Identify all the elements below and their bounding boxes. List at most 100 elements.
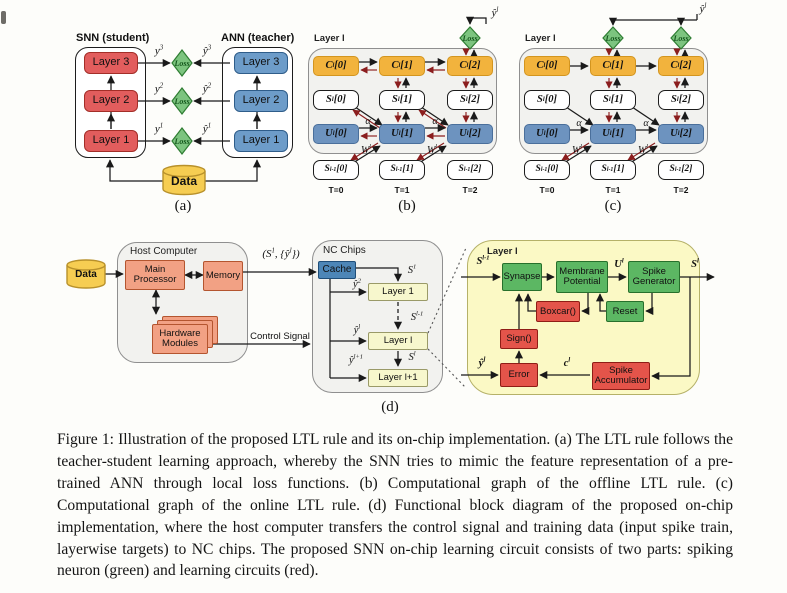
panel-a-caption: (a) — [174, 198, 192, 214]
panel-d-caption: (d) — [381, 399, 399, 415]
t0-label: T=0 — [539, 185, 555, 195]
t1-label: T=1 — [605, 185, 621, 195]
hardware-modules-box: Hardware Modules — [152, 324, 208, 354]
error-box: Error — [500, 363, 538, 387]
t2-label: T=2 — [462, 185, 478, 195]
panel-c-caption: (c) — [604, 198, 622, 214]
yhat2-label: ŷ2 — [202, 82, 212, 95]
chip-layer-l: Layer l — [368, 332, 428, 350]
alpha-label: α — [643, 118, 649, 129]
loss-diamond-label: Loss — [174, 59, 190, 68]
main-processor-box: Main Processor — [125, 260, 185, 290]
cache-box: Cache — [318, 261, 356, 279]
t2-label: T=2 — [673, 185, 689, 195]
ann-title: ANN (teacher) — [221, 32, 295, 44]
host-computer-title: Host Computer — [130, 246, 198, 257]
t1-label: T=1 — [394, 185, 410, 195]
yhatl1-label: ŷl+1 — [348, 353, 364, 366]
boxcar-box: Boxcar() — [536, 301, 580, 322]
panel-b-yhat: ŷl — [491, 6, 499, 19]
t0-label: T=0 — [328, 185, 344, 195]
nc-chips-title: NC Chips — [323, 245, 366, 256]
snn-title: SNN (student) — [76, 32, 150, 44]
sl-label: Sl — [408, 350, 416, 363]
ann-layer-3: Layer 3 — [234, 52, 288, 74]
snn-layer-2: Layer 2 — [84, 90, 138, 112]
yhat2-label: ŷ2 — [353, 277, 361, 290]
spike-generator-box: Spike Generator — [628, 261, 680, 293]
y3-label: y3 — [154, 44, 164, 57]
circuit-sprev-label: Sl-1 — [476, 254, 490, 267]
sprev-label: Sl-1 — [410, 310, 424, 323]
y2-label: y2 — [154, 82, 164, 95]
weight-label: Wl — [637, 143, 649, 156]
loss-diamond-label: Loss — [462, 34, 478, 43]
panel-b-caption: (b) — [398, 198, 416, 214]
sign-box: Sign() — [500, 329, 538, 349]
circuit-title: Layer l — [487, 246, 518, 257]
loss-diamond-label: Loss — [605, 34, 621, 43]
alpha-label: α — [576, 118, 582, 129]
figure-caption: Figure 1: Illustration of the proposed L… — [57, 431, 733, 580]
membrane-potential-box: Membrane Potential — [556, 261, 608, 293]
loss-diamond-label: Loss — [174, 97, 190, 106]
snn-layer-1: Layer 1 — [84, 130, 138, 152]
signal-label: (S1, {ŷl}) — [262, 247, 300, 260]
yhat3-label: ŷ3 — [202, 44, 212, 57]
memory-box: Memory — [203, 261, 243, 291]
chip-layer-1: Layer 1 — [368, 283, 428, 301]
panel-c-layer-header: Layer l — [525, 33, 556, 44]
data-label-d: Data — [75, 269, 97, 280]
loss-diamond-label: Loss — [174, 137, 190, 146]
panel-c-yhat: ŷl — [699, 2, 707, 15]
y1-label: y1 — [154, 122, 164, 135]
weight-label: Wl — [360, 143, 372, 156]
reset-box: Reset — [606, 301, 644, 322]
weight-label: Wl — [426, 143, 438, 156]
yhat-in-label: ŷl — [478, 356, 486, 369]
alpha-label: α — [365, 116, 371, 127]
synapse-box: Synapse — [502, 263, 542, 291]
cl-label: cl — [563, 356, 571, 369]
weight-label: Wl — [571, 143, 583, 156]
control-signal-label: Control Signal — [250, 331, 310, 342]
spike-accumulator-box: Spike Accumulator — [592, 362, 650, 390]
chip-layer-l1: Layer l+1 — [368, 369, 428, 387]
s1-label: S1 — [407, 263, 417, 276]
yhatl-label: ŷl — [353, 323, 361, 336]
panel-b-layer-header: Layer l — [314, 33, 345, 44]
scan-artifact — [1, 11, 6, 24]
loss-diamond-label: Loss — [673, 34, 689, 43]
alpha-label: α — [432, 116, 438, 127]
yhat1-label: ŷ1 — [202, 122, 212, 135]
ann-layer-2: Layer 2 — [234, 90, 288, 112]
snn-layer-3: Layer 3 — [84, 52, 138, 74]
sl-out-label: Sl — [691, 257, 699, 270]
ul-label: Ul — [614, 257, 624, 270]
data-label: Data — [170, 174, 197, 188]
